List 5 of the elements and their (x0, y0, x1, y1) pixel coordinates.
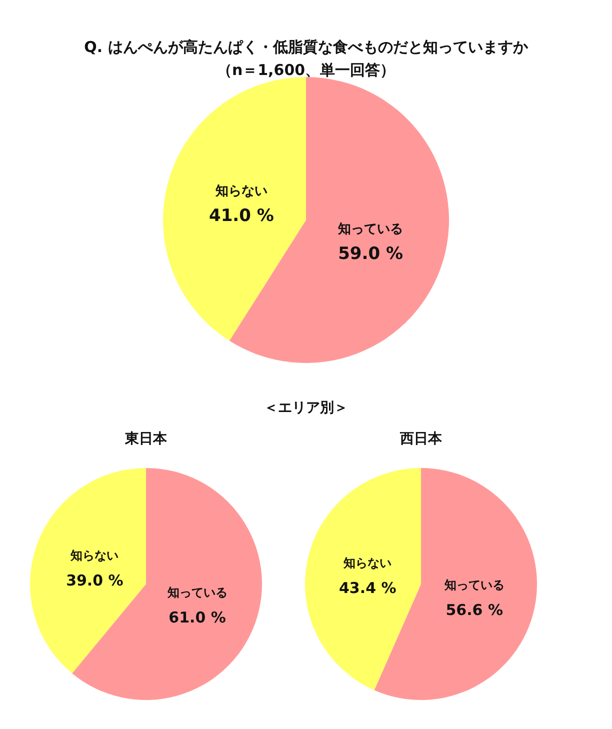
subtitle: （n＝1,600、単一回答） (216, 61, 396, 79)
annotation: ＜エリア別＞ (264, 400, 348, 416)
title: 西日本 (400, 431, 442, 447)
title: 東日本 (125, 431, 167, 447)
title: Q. はんぺんが高たんぱく・低脂質な食べものだと知っていますか (84, 38, 528, 56)
